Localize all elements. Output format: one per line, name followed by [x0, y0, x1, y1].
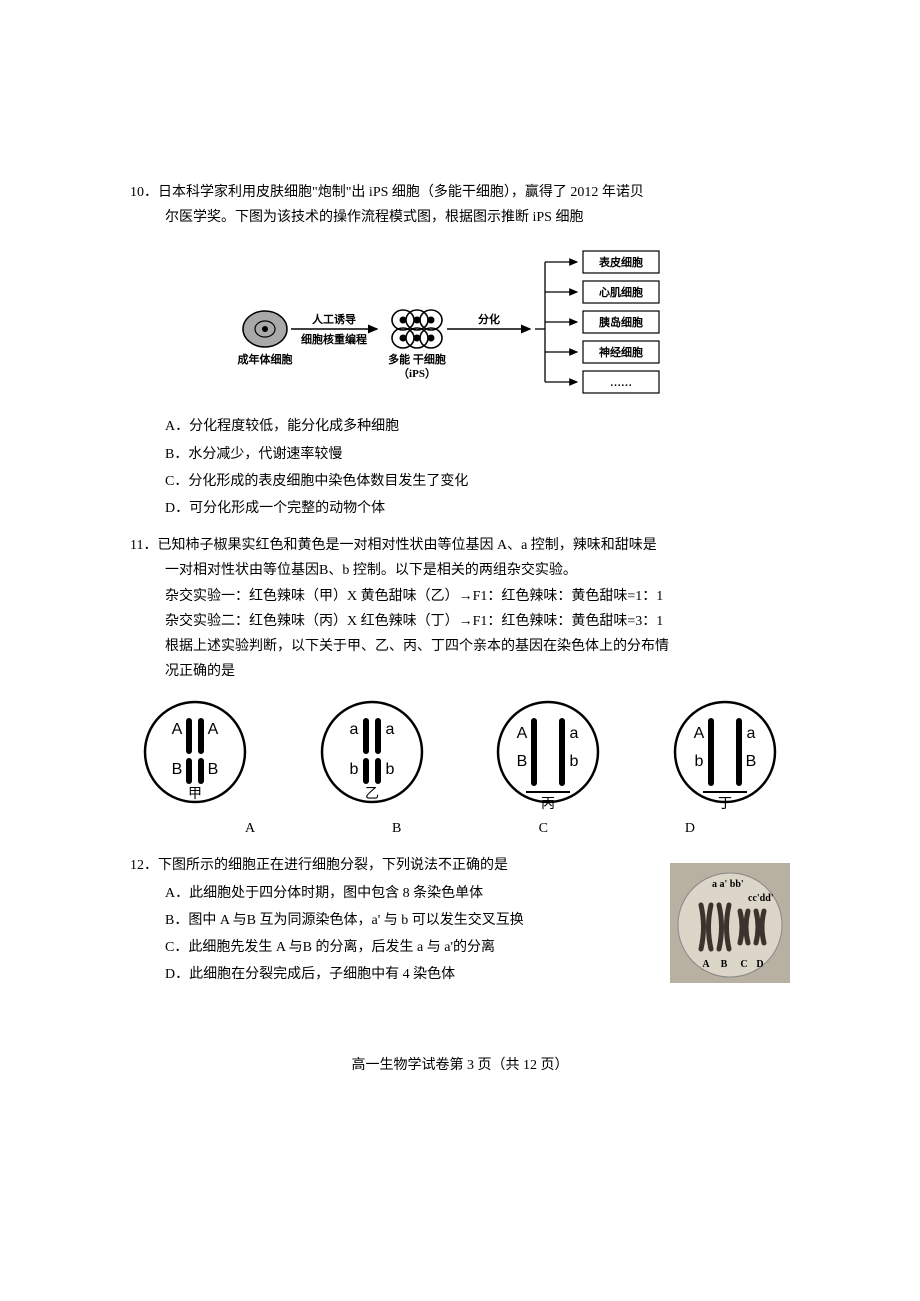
- svg-text:A: A: [517, 725, 528, 742]
- question-12: 12．下图所示的细胞正在进行细胞分裂，下列说法不正确的是 A．此细胞处于四分体时…: [130, 853, 790, 992]
- svg-text:a: a: [349, 721, 358, 738]
- q11-letter-row: A B C D: [130, 816, 790, 841]
- q11-stem-line2: 一对相对性状由等位基因B、b 控制。以下是相关的两组杂交实验。: [130, 558, 790, 583]
- q12-cell-svg: a a' bb' cc'dd' AB CD: [670, 863, 790, 983]
- q11-letter-c: C: [483, 816, 603, 841]
- svg-text:D: D: [756, 959, 763, 970]
- svg-text:表皮细胞: 表皮细胞: [598, 255, 643, 269]
- page-footer: 高一生物学试卷第 3 页（共 12 页）: [130, 1053, 790, 1078]
- svg-text:b: b: [570, 753, 579, 770]
- q11-line3: 杂交实验一：红色辣味（甲）X 黄色甜味（乙）→F1：红色辣味：黄色甜味=1：1: [130, 584, 790, 609]
- question-10: 10．日本科学家利用皮肤细胞"炮制"出 iPS 细胞（多能干细胞），赢得了 20…: [130, 180, 790, 521]
- chromo-cell-1: a a b b乙: [307, 694, 437, 814]
- svg-text:心肌细胞: 心肌细胞: [599, 285, 643, 299]
- q10-stem-line1: 10．日本科学家利用皮肤细胞"炮制"出 iPS 细胞（多能干细胞），赢得了 20…: [130, 180, 790, 205]
- q11-line6: 况正确的是: [130, 659, 790, 684]
- q12-options: A．此细胞处于四分体时期，图中包含 8 条染色单体 B．图中 A 与B 互为同源…: [130, 881, 658, 988]
- svg-text:B: B: [517, 753, 528, 770]
- q11-stem1: 已知柿子椒果实红色和黄色是一对相对性状由等位基因 A、a 控制，辣味和甜味是: [157, 538, 656, 553]
- svg-text:成年体细胞: 成年体细胞: [238, 352, 293, 366]
- svg-text:B: B: [746, 753, 757, 770]
- q10-opt-a: A．分化程度较低，能分化成多种细胞: [165, 414, 790, 439]
- q10-opt-d: D．可分化形成一个完整的动物个体: [165, 496, 790, 521]
- svg-text:丁: 丁: [718, 797, 732, 812]
- q11-letter-b: B: [337, 816, 457, 841]
- q11-line5: 根据上述实验判断，以下关于甲、乙、丙、丁四个亲本的基因在染色体上的分布情: [130, 634, 790, 659]
- svg-text:A: A: [694, 725, 705, 742]
- q11-letter-d: D: [630, 816, 750, 841]
- svg-text:……: ……: [610, 377, 632, 389]
- svg-text:C: C: [740, 959, 747, 970]
- chromo-cell-0: A A B B甲: [130, 694, 260, 814]
- question-11: 11．已知柿子椒果实红色和黄色是一对相对性状由等位基因 A、a 控制，辣味和甜味…: [130, 533, 790, 841]
- q12-image: a a' bb' cc'dd' AB CD: [670, 853, 790, 992]
- ips-diagram-wrap: 成年体细胞 人工诱导细胞核重编程多能 干细胞（iPS） 分化 表皮细胞心肌细胞胰岛细胞…: [225, 244, 695, 404]
- q11-letter-a: A: [190, 816, 310, 841]
- svg-text:乙: 乙: [365, 786, 379, 802]
- svg-text:（iPS）: （iPS）: [398, 367, 436, 380]
- svg-text:B: B: [172, 761, 183, 778]
- q11-stem-line1: 11．已知柿子椒果实红色和黄色是一对相对性状由等位基因 A、a 控制，辣味和甜味…: [130, 533, 790, 558]
- svg-text:B: B: [721, 959, 728, 970]
- svg-text:A: A: [702, 959, 710, 970]
- q12-opt-c: C．此细胞先发生 A 与B 的分离，后发生 a 与 a'的分离: [165, 935, 658, 960]
- svg-text:a: a: [385, 721, 394, 738]
- svg-text:B: B: [208, 761, 219, 778]
- svg-text:A: A: [208, 721, 219, 738]
- chromo-cell-2: Aa Bb 丙: [483, 694, 613, 814]
- svg-text:b: b: [349, 761, 358, 778]
- q10-diagram: 成年体细胞 人工诱导细胞核重编程多能 干细胞（iPS） 分化 表皮细胞心肌细胞胰岛细胞…: [130, 244, 790, 404]
- svg-text:cc'dd': cc'dd': [748, 893, 774, 904]
- q12-opt-a: A．此细胞处于四分体时期，图中包含 8 条染色单体: [165, 881, 658, 906]
- q12-num: 12．: [130, 858, 158, 873]
- svg-text:丙: 丙: [541, 797, 555, 812]
- q12-opt-d: D．此细胞在分裂完成后，子细胞中有 4 染色体: [165, 962, 658, 987]
- svg-text:a a' bb': a a' bb': [712, 879, 744, 890]
- svg-text:神经细胞: 神经细胞: [599, 345, 643, 359]
- svg-text:b: b: [695, 753, 704, 770]
- svg-text:a: a: [570, 725, 579, 742]
- q12-opt-b: B．图中 A 与B 互为同源染色体，a' 与 b 可以发生交叉互换: [165, 908, 658, 933]
- q11-num: 11．: [130, 538, 157, 553]
- svg-text:A: A: [172, 721, 183, 738]
- chromo-cell-3: Aa b B 丁: [660, 694, 790, 814]
- q11-chromosome-row: AABB甲aabb乙AaBb丙AabB丁: [130, 684, 790, 816]
- q11-line4: 杂交实验二：红色辣味（丙）X 红色辣味（丁）→F1：红色辣味：黄色甜味=3：1: [130, 609, 790, 634]
- q10-stem-line2: 尔医学奖。下图为该技术的操作流程模式图，根据图示推断 iPS 细胞: [130, 205, 790, 230]
- svg-text:甲: 甲: [188, 787, 202, 802]
- q10-stem1: 日本科学家利用皮肤细胞"炮制"出 iPS 细胞（多能干细胞），赢得了 2012 …: [158, 185, 644, 200]
- q12-stem: 12．下图所示的细胞正在进行细胞分裂，下列说法不正确的是: [130, 853, 658, 878]
- svg-text:多能 干细胞: 多能 干细胞: [388, 352, 446, 366]
- svg-text:a: a: [747, 725, 756, 742]
- svg-text:b: b: [385, 761, 394, 778]
- q10-options: A．分化程度较低，能分化成多种细胞 B．水分减少，代谢速率较慢 C．分化形成的表…: [130, 414, 790, 521]
- svg-text:细胞核重编程: 细胞核重编程: [301, 332, 367, 346]
- svg-text:人工诱导: 人工诱导: [312, 312, 356, 326]
- svg-text:胰岛细胞: 胰岛细胞: [598, 315, 643, 329]
- q10-opt-b: B．水分减少，代谢速率较慢: [165, 442, 790, 467]
- q10-num: 10．: [130, 185, 158, 200]
- q10-opt-c: C．分化形成的表皮细胞中染色体数目发生了变化: [165, 469, 790, 494]
- ips-diagram-svg: 成年体细胞 人工诱导细胞核重编程多能 干细胞（iPS） 分化 表皮细胞心肌细胞胰岛细胞…: [225, 244, 695, 404]
- q12-stem-text: 下图所示的细胞正在进行细胞分裂，下列说法不正确的是: [158, 858, 508, 873]
- svg-text:分化: 分化: [478, 312, 500, 326]
